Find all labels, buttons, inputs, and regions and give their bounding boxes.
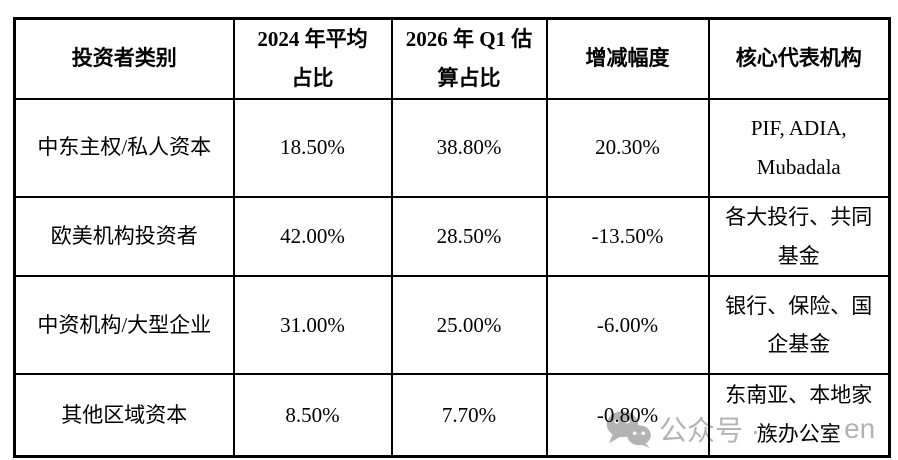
cell-change: 20.30% (545, 97, 710, 198)
cell-2026-q1-share: 28.50% (390, 195, 548, 278)
table-header-row: 投资者类别 2024 年平均 占比 2026 年 Q1 估 算占比 增减幅度 核… (13, 17, 891, 100)
table-row-other-regional-capital: 其他区域资本 8.50% 7.70% -0.80% 东南亚、本地家 族办公室 (13, 373, 891, 458)
cell-change: -0.80% (545, 373, 710, 458)
cell-institutions: PIF, ADIA, Mubadala (707, 97, 891, 198)
cell-2024-average-share: 42.00% (232, 195, 393, 278)
cell-2026-q1-share: 25.00% (390, 275, 548, 376)
cell-category: 中东主权/私人资本 (13, 97, 235, 198)
cell-2026-q1-share: 7.70% (390, 373, 548, 458)
table-row-middle-east-capital: 中东主权/私人资本 18.50% 38.80% 20.30% PIF, ADIA… (13, 97, 891, 198)
cell-institutions: 东南亚、本地家 族办公室 (707, 373, 891, 458)
cell-2024-average-share: 31.00% (232, 275, 393, 376)
col-header-investor-category: 投资者类别 (13, 17, 235, 100)
cell-institutions: 各大投行、共同 基金 (707, 195, 891, 278)
cell-category: 其他区域资本 (13, 373, 235, 458)
col-header-2024-average-share: 2024 年平均 占比 (232, 17, 393, 100)
cell-category: 中资机构/大型企业 (13, 275, 235, 376)
cell-2026-q1-share: 38.80% (390, 97, 548, 198)
col-header-core-institutions: 核心代表机构 (707, 17, 891, 100)
table-row-chinese-institutions: 中资机构/大型企业 31.00% 25.00% -6.00% 银行、保险、国 企… (13, 275, 891, 376)
investor-share-table: 投资者类别 2024 年平均 占比 2026 年 Q1 估 算占比 增减幅度 核… (13, 17, 891, 458)
col-header-change-amount: 增减幅度 (545, 17, 710, 100)
cell-institutions: 银行、保险、国 企基金 (707, 275, 891, 376)
cell-change: -13.50% (545, 195, 710, 278)
cell-2024-average-share: 8.50% (232, 373, 393, 458)
table-row-western-institutions: 欧美机构投资者 42.00% 28.50% -13.50% 各大投行、共同 基金 (13, 195, 891, 278)
cell-change: -6.00% (545, 275, 710, 376)
col-header-2026-q1-estimated-share: 2026 年 Q1 估 算占比 (390, 17, 548, 100)
cell-category: 欧美机构投资者 (13, 195, 235, 278)
cell-2024-average-share: 18.50% (232, 97, 393, 198)
